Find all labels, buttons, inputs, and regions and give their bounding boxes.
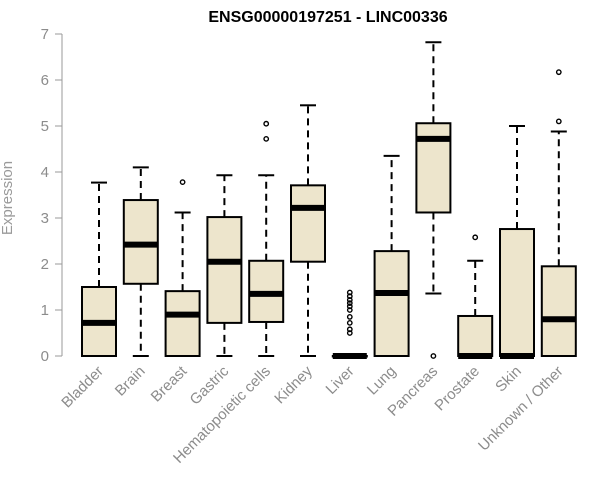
box-lung [373, 154, 410, 357]
outlier-point [346, 326, 353, 333]
y-tick-label: 0 [41, 348, 49, 365]
outlier-point [346, 293, 353, 300]
x-tick-label: Prostate [431, 363, 483, 415]
outlier-point [263, 135, 270, 142]
y-tick-label: 3 [41, 210, 49, 227]
box-liver [331, 289, 368, 359]
chart-title: ENSG00000197251 - LINC00336 [208, 9, 447, 26]
box-breast [164, 179, 201, 358]
boxes [81, 41, 577, 359]
y-tick-label: 5 [41, 118, 49, 135]
box-iqr [499, 228, 535, 357]
y-axis: 0 1 2 3 4 5 6 7 [41, 26, 63, 365]
box-iqr [206, 216, 243, 324]
x-tick-label: Skin [492, 363, 525, 396]
y-tick-label: 1 [41, 302, 49, 319]
box-prostate [457, 234, 494, 359]
box-iqr [290, 184, 326, 263]
outlier-point [346, 330, 353, 336]
y-axis-label: Expression [0, 161, 16, 235]
outlier-point [430, 353, 437, 359]
y-tick-label: 7 [41, 26, 49, 43]
outlier-point [346, 307, 353, 313]
y-tick-label: 6 [41, 72, 49, 89]
outlier-point [472, 234, 479, 241]
outlier-point [263, 120, 270, 127]
outlier-point [555, 118, 562, 125]
box-brain [122, 166, 159, 357]
x-tick-label: Kidney [271, 362, 316, 407]
outlier-point [179, 179, 186, 186]
box-bladder [81, 181, 117, 357]
outlier-point [346, 313, 353, 320]
outlier-point [346, 319, 353, 326]
x-tick-label: Breast [148, 362, 191, 405]
box-iqr [373, 250, 410, 357]
x-tick-label: Lung [364, 363, 400, 399]
box-iqr [540, 265, 577, 357]
box-skin [499, 125, 535, 359]
box-unknown-other [540, 69, 577, 357]
outlier-point [346, 289, 353, 296]
box-kidney [290, 104, 326, 357]
y-tick-label: 2 [41, 256, 49, 273]
x-tick-label: Liver [323, 363, 358, 398]
y-tick-label: 4 [41, 164, 49, 181]
x-tick-label: Brain [112, 363, 149, 400]
outlier-point [346, 296, 353, 303]
x-tick-label: Bladder [58, 363, 107, 412]
box-gastric [206, 174, 243, 357]
outlier-point [346, 300, 353, 306]
outlier-point [346, 303, 353, 310]
box-pancreas [415, 41, 452, 359]
box-iqr [457, 314, 494, 358]
outlier-point [555, 69, 562, 76]
box-iqr [164, 290, 201, 358]
box-hematopoietic-cells [248, 120, 285, 357]
